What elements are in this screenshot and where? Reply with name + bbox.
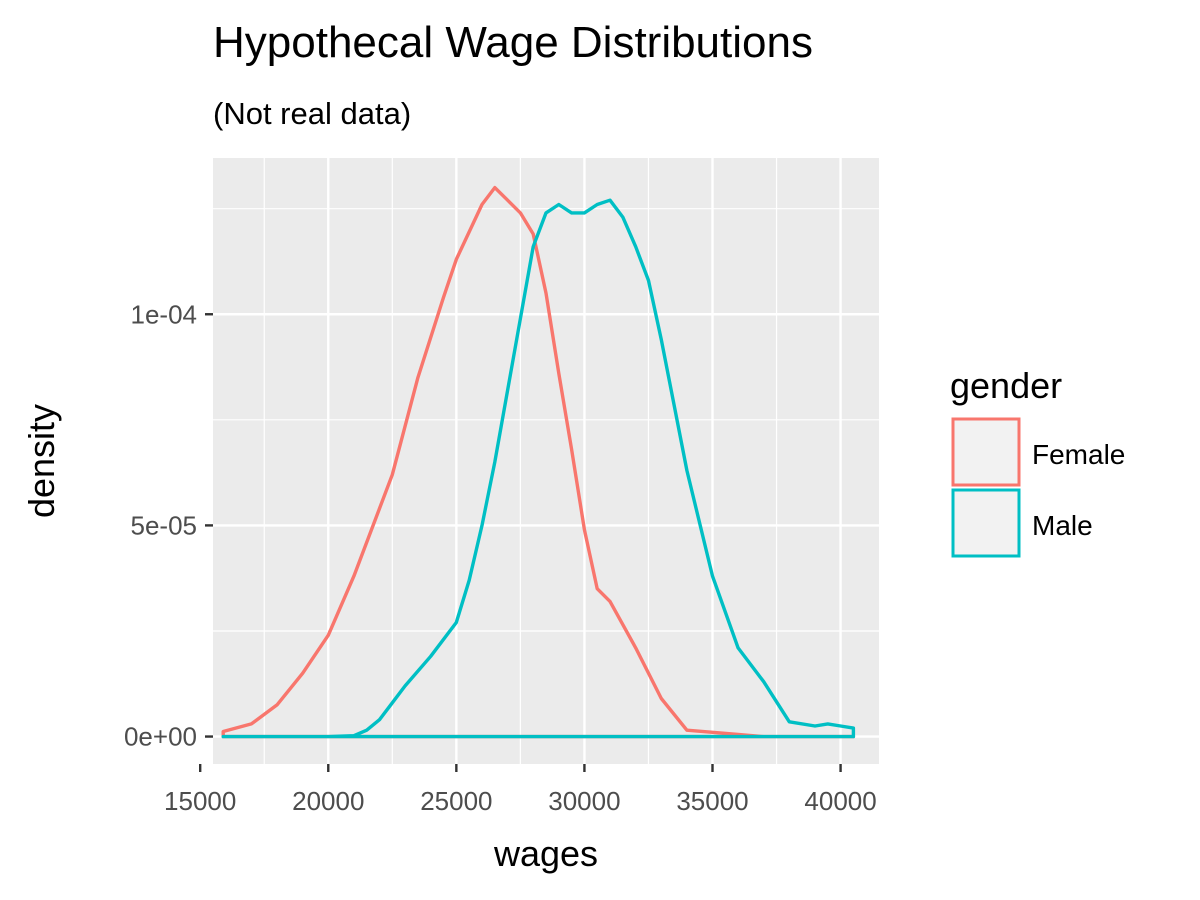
x-axis: 15000 20000 25000 30000 35000 40000 <box>164 764 877 816</box>
legend-item-female: Female <box>951 417 1125 487</box>
x-tick-label: 40000 <box>804 786 876 816</box>
legend-label-female: Female <box>1032 439 1125 470</box>
legend-key-male <box>951 488 1021 558</box>
x-tick-label: 35000 <box>676 786 748 816</box>
y-axis: 0e+00 5e-05 1e-04 <box>124 299 213 752</box>
legend-item-male: Male <box>951 488 1093 558</box>
minor-gridlines <box>213 158 879 764</box>
chart-subtitle: (Not real data) <box>213 96 412 131</box>
y-tick-label: 1e-04 <box>131 299 198 329</box>
series-layer <box>221 185 856 739</box>
y-axis-title: density <box>21 404 62 518</box>
legend-key-female <box>951 417 1021 487</box>
plot-panel <box>213 158 879 764</box>
x-axis-title: wages <box>493 833 598 874</box>
legend-label-male: Male <box>1032 510 1093 541</box>
chart-title: Hypothecal Wage Distributions <box>213 18 813 67</box>
x-tick-label: 25000 <box>420 786 492 816</box>
x-tick-label: 30000 <box>548 786 620 816</box>
legend-title: gender <box>950 365 1062 406</box>
x-tick-label: 15000 <box>164 786 236 816</box>
legend: gender Female Male <box>950 365 1125 558</box>
y-tick-label: 5e-05 <box>131 510 198 540</box>
y-tick-label: 0e+00 <box>124 722 197 752</box>
density-line-male <box>221 198 856 739</box>
x-tick-label: 20000 <box>292 786 364 816</box>
